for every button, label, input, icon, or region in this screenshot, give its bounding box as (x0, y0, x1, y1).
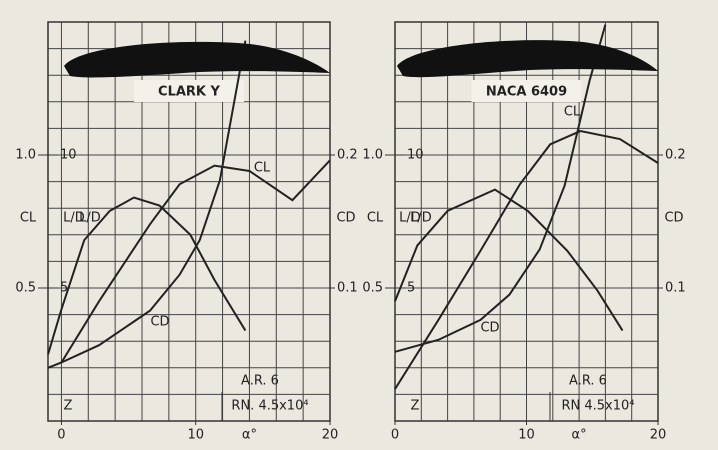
y2-tick-label: 0.2 (337, 148, 358, 163)
x-axis-label: α° (572, 428, 587, 443)
x-tick-label: 0 (391, 428, 399, 443)
y3-tick-label: 10 (60, 148, 77, 163)
annotation: RN 4.5x10⁴ (561, 399, 634, 414)
series-label: CD (150, 315, 169, 330)
y2-tick-label: 0.2 (665, 148, 686, 163)
x-tick-label: 20 (322, 428, 339, 443)
series-label: L/D (79, 211, 101, 226)
y2-axis-label: CD (336, 211, 355, 226)
series-label: CD (480, 321, 499, 336)
y3-tick-label: 10 (407, 148, 424, 163)
chart-title: CLARK Y (158, 85, 220, 100)
chart: 0 10 20 0.5 1.0 5 10 0.1 0.2 CL L/D CD α° CLARK Y A.R.… (0, 0, 718, 450)
x-tick-label: 0 (57, 428, 65, 443)
y2-tick-label: 0.1 (337, 281, 358, 296)
series-label: CL (564, 105, 581, 120)
y-axis-label: CL (367, 211, 384, 226)
y-tick-label: 0.5 (362, 281, 383, 296)
x-axis-label: α° (242, 428, 257, 443)
annotation: A.R. 6 (241, 374, 279, 389)
x-tick-label: 10 (187, 428, 204, 443)
y2-axis-label: CD (664, 211, 683, 226)
y2-tick-label: 0.1 (665, 281, 686, 296)
x-tick-label: 10 (518, 428, 535, 443)
chart-title: NACA 6409 (486, 85, 567, 100)
y-tick-label: 1.0 (15, 148, 36, 163)
annotation: Z (64, 399, 73, 414)
annotation: RN. 4.5x10⁴ (231, 399, 308, 414)
y3-tick-label: 5 (407, 281, 415, 296)
y-tick-label: 0.5 (15, 281, 36, 296)
y-tick-label: 1.0 (362, 148, 383, 163)
annotation: A.R. 6 (569, 374, 607, 389)
series-label: L/D (399, 211, 421, 226)
y-axis-label: CL (20, 211, 37, 226)
series-label: CL (254, 161, 271, 176)
x-tick-label: 20 (650, 428, 667, 443)
annotation: Z (411, 399, 420, 414)
